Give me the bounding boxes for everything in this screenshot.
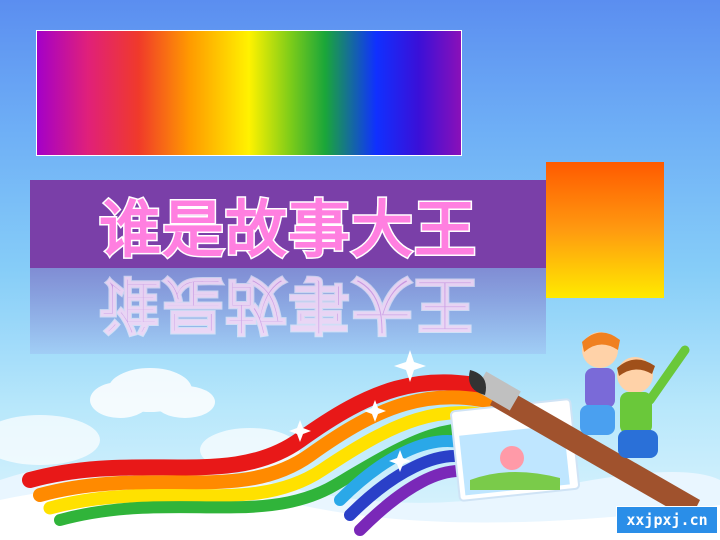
child-boy-icon (617, 345, 690, 458)
paintbrush-icon (469, 370, 700, 520)
child-girl-icon (580, 332, 620, 435)
title-reflection: 谁是故事大王 (30, 268, 546, 354)
rainbow-illustration (0, 332, 720, 540)
rainbow-spectrum-bar (36, 30, 462, 156)
title-band (30, 180, 546, 268)
sparkle-icon (289, 350, 426, 472)
orange-gradient-block (546, 162, 664, 298)
cloud-icon (90, 368, 215, 418)
slide-title: 谁是故事大王 (97, 192, 477, 268)
watermark-badge: xxjpxj.cn (616, 506, 718, 534)
sketchbook-icon (450, 398, 580, 502)
